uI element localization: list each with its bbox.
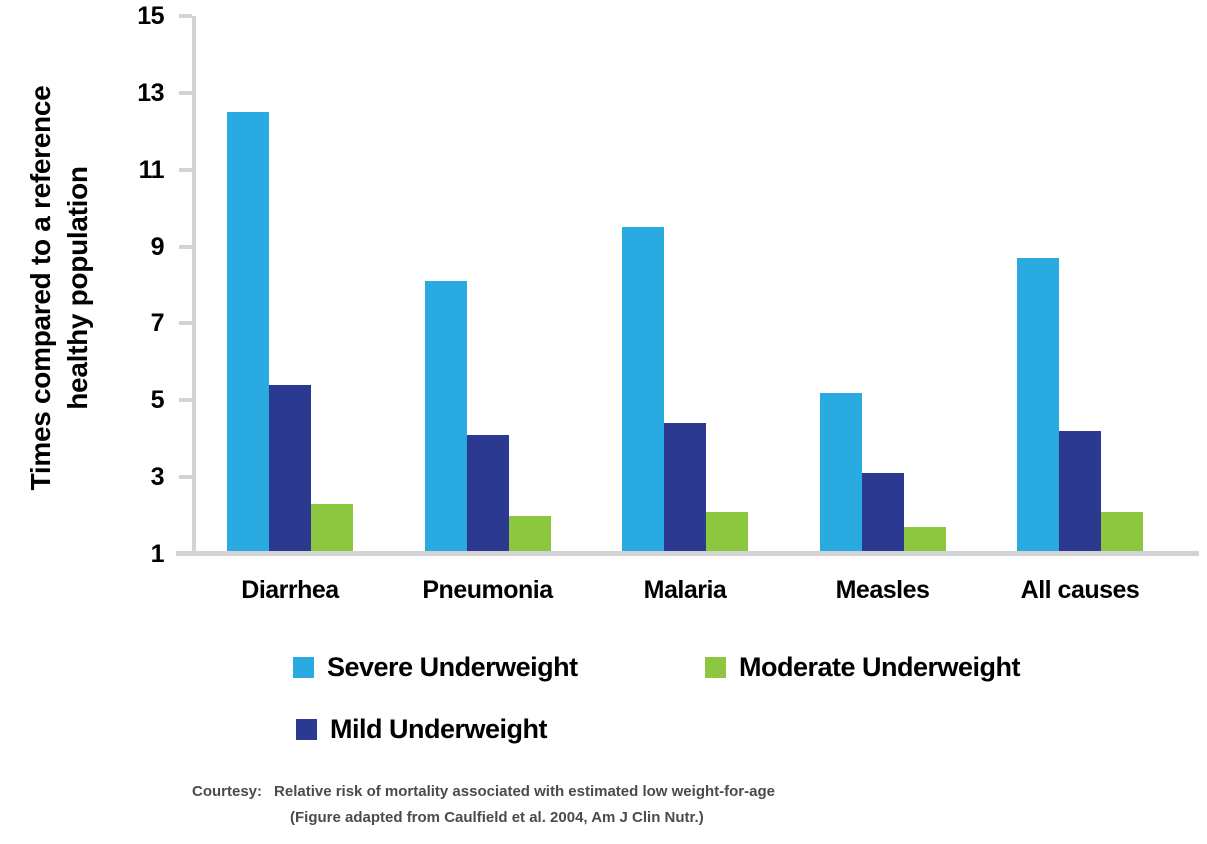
bar-all-causes-severe — [1017, 258, 1059, 554]
x-label-pneumonia: Pneumonia — [422, 576, 553, 604]
legend-label-mild: Mild Underweight — [330, 714, 548, 744]
caption: Courtesy: Relative risk of mortality ass… — [192, 779, 775, 831]
y-axis-title: Times compared to a reference healthy po… — [25, 85, 93, 491]
y-tick-label-9: 9 — [150, 232, 165, 261]
bar-pneumonia-severe — [424, 281, 467, 554]
bar-all-causes-mild — [1059, 431, 1101, 554]
legend-label-severe: Severe Underweight — [327, 652, 578, 682]
legend-item-moderate: Moderate Underweight — [705, 652, 1021, 683]
bar-measles-mild — [861, 473, 904, 554]
legend-swatch-mild-icon — [296, 719, 317, 740]
bar-pneumonia-mild — [466, 434, 509, 554]
bar-malaria-mild — [664, 423, 706, 554]
legend-item-severe: Severe Underweight — [293, 652, 578, 683]
y-tick-label-1: 1 — [150, 540, 165, 568]
y-tick-label-5: 5 — [150, 386, 165, 415]
bar-malaria-severe — [622, 227, 664, 554]
x-label-malaria: Malaria — [643, 576, 727, 604]
y-tick-11 — [179, 167, 192, 172]
legend-item-mild: Mild Underweight — [296, 714, 548, 745]
legend-label-moderate: Moderate Underweight — [739, 652, 1021, 682]
y-tick-label-7: 7 — [150, 309, 165, 338]
y-axis-line — [192, 16, 196, 554]
caption-prefix: Courtesy: — [192, 783, 263, 800]
caption-line-2: (Figure adapted from Caulfield et al. 20… — [290, 809, 704, 826]
y-tick-label-11: 11 — [138, 155, 165, 184]
y-tick-label-3: 3 — [150, 463, 165, 492]
caption-line-1: Relative risk of mortality associated wi… — [274, 783, 775, 800]
y-tick-13 — [179, 90, 192, 95]
bar-malaria-moderate — [706, 511, 748, 554]
y-tick-7 — [179, 321, 192, 326]
x-axis-baseline — [176, 551, 1199, 556]
x-label-all-causes: All causes — [1020, 576, 1140, 604]
y-tick-label-13: 13 — [137, 78, 164, 107]
bar-diarrhea-mild — [269, 384, 311, 554]
plot-area: 1 3 5 7 9 11 13 15 Diarrhea Pneumonia Malaria Meas… — [137, 2, 1199, 604]
bar-measles-moderate — [903, 527, 946, 554]
bar-measles-severe — [819, 392, 862, 554]
bar-diarrhea-severe — [227, 112, 269, 554]
y-tick-3 — [179, 475, 192, 480]
y-tick-label-15: 15 — [137, 2, 164, 30]
y-tick-5 — [179, 398, 192, 403]
caption-lines: Relative risk of mortality associated wi… — [274, 779, 775, 831]
legend-swatch-moderate-icon — [705, 657, 726, 678]
y-tick-9 — [179, 244, 192, 249]
x-label-diarrhea: Diarrhea — [241, 576, 339, 604]
bar-diarrhea-moderate — [311, 504, 353, 554]
legend-swatch-severe-icon — [293, 657, 314, 678]
x-label-measles: Measles — [835, 576, 930, 604]
y-tick-15 — [179, 14, 192, 18]
bar-pneumonia-moderate — [508, 515, 551, 554]
bar-all-causes-moderate — [1101, 511, 1143, 554]
